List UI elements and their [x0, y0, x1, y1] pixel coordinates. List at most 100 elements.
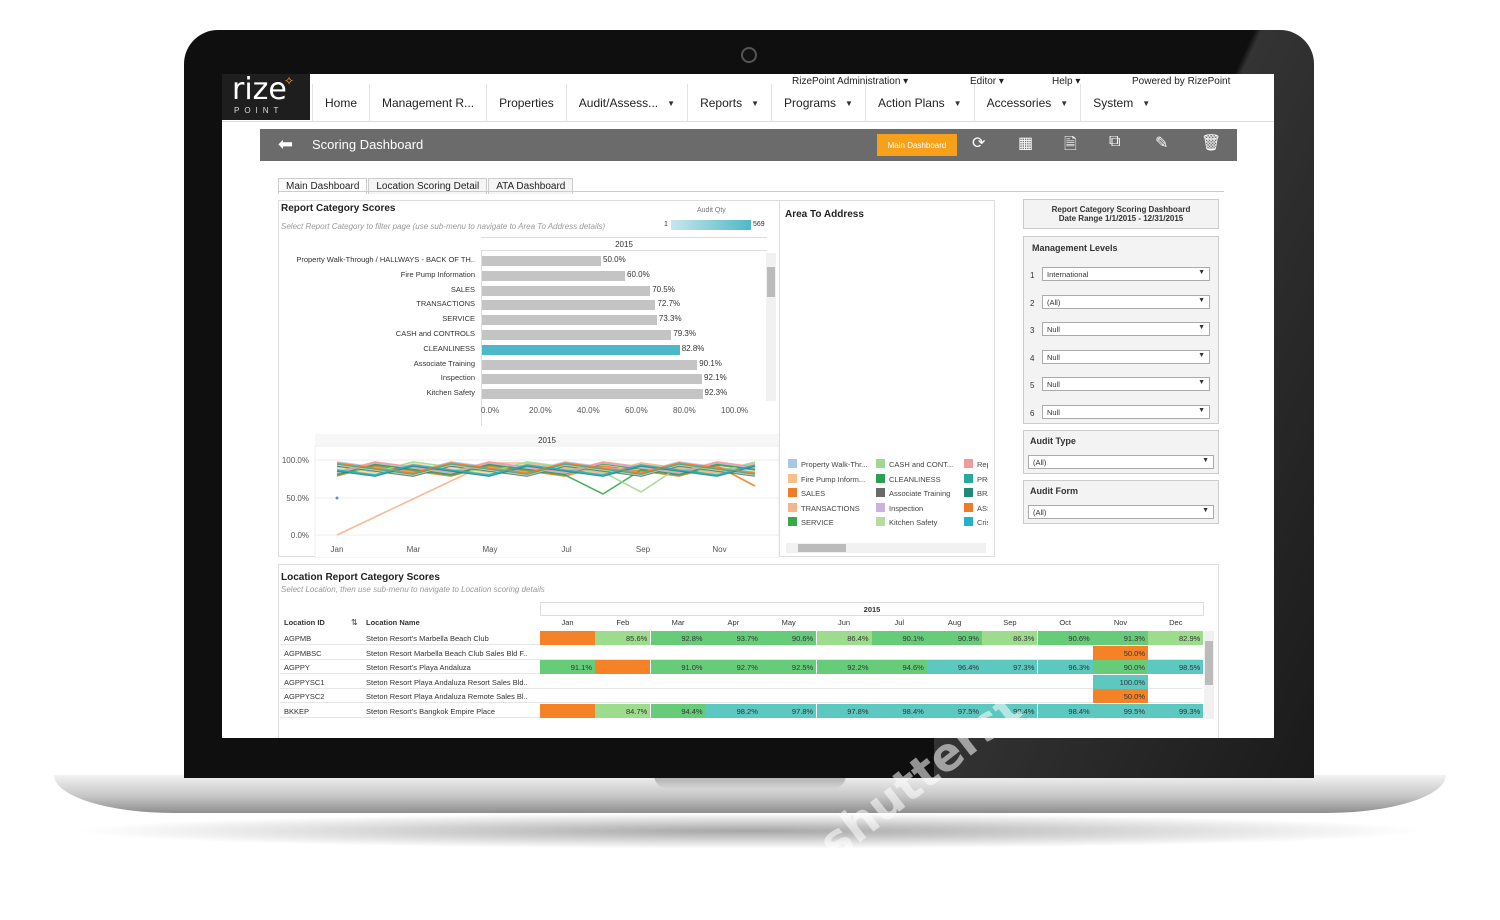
score-cell[interactable]	[540, 704, 595, 718]
col-location-id[interactable]: Location ID	[284, 618, 325, 627]
legend-item[interactable]: CASH and CONT...	[876, 459, 953, 469]
score-cell[interactable]	[817, 675, 872, 689]
score-cell[interactable]	[1148, 675, 1203, 689]
admin-menu[interactable]: RizePoint Administration ▾	[792, 76, 909, 87]
bar-scroll-thumb[interactable]	[767, 267, 775, 297]
table-row[interactable]: AGPPYSC1 Steton Resort Playa Andaluza Res…	[280, 674, 1203, 689]
score-cell[interactable]	[1038, 689, 1093, 703]
menu-item-management-r-[interactable]: Management R...	[369, 84, 486, 122]
legend-scroll-thumb[interactable]	[798, 544, 846, 552]
refresh-icon[interactable]: ⟳	[972, 135, 986, 152]
edit-icon[interactable]: ✎	[1155, 135, 1169, 152]
category-bar-row[interactable]: SERVICE 73.3%	[279, 314, 682, 326]
score-cell[interactable]	[540, 689, 595, 703]
table-row[interactable]: AGPMBSC Steton Resort Marbella Beach Club…	[280, 645, 1203, 660]
score-cell[interactable]: 91.1%	[540, 660, 595, 675]
score-cell[interactable]: 85.6%	[595, 631, 651, 645]
score-cell[interactable]: 92.2%	[816, 660, 872, 675]
legend-item[interactable]: Kitchen Safety	[876, 517, 937, 527]
menu-item-audit-assess-[interactable]: Audit/Assess... ▼	[565, 84, 687, 122]
col-location-name[interactable]: Location Name	[366, 618, 420, 627]
trash-icon[interactable]: 🗑	[1201, 135, 1222, 152]
score-cell[interactable]: 98.5%	[1148, 660, 1204, 675]
score-cell[interactable]: 94.4%	[650, 704, 706, 718]
score-cell[interactable]: 84.7%	[595, 704, 651, 718]
category-bar-row[interactable]: CLEANLINESS 82.8%	[279, 344, 704, 356]
table-scrollbar[interactable]	[1204, 631, 1214, 719]
table-row[interactable]: AGPPYSC2 Steton Resort Playa Andaluza Rem…	[280, 689, 1202, 704]
score-cell[interactable]	[595, 689, 650, 703]
category-bar-row[interactable]: Fire Pump Information 60.0%	[279, 270, 650, 282]
score-cell[interactable]	[817, 646, 872, 660]
legend-item[interactable]: Fire Pump Inform...	[788, 473, 865, 484]
score-cell[interactable]	[651, 675, 706, 689]
legend-item[interactable]: CLEANLINESS	[876, 473, 941, 484]
score-cell[interactable]: 97.5%	[927, 704, 983, 718]
score-cell[interactable]: 98.4%	[871, 704, 927, 718]
score-cell[interactable]	[872, 646, 927, 660]
category-bar[interactable]	[481, 359, 698, 370]
table-scroll-thumb[interactable]	[1205, 641, 1213, 685]
management-level-select[interactable]: (All) ▼	[1042, 294, 1210, 309]
score-cell[interactable]	[761, 646, 816, 660]
score-cell[interactable]: 82.9%	[1148, 631, 1204, 645]
legend-item[interactable]: Associate Training	[876, 488, 950, 498]
category-bar[interactable]	[481, 256, 601, 266]
score-cell[interactable]	[706, 646, 761, 660]
category-bar[interactable]	[481, 315, 657, 326]
score-cell[interactable]: 86.4%	[816, 631, 872, 645]
legend-item[interactable]: SALES	[788, 488, 825, 498]
score-cell[interactable]: 50.0%	[1093, 645, 1148, 660]
score-cell[interactable]: 92.5%	[761, 660, 817, 675]
score-cell[interactable]	[1038, 646, 1093, 660]
score-cell[interactable]	[1148, 646, 1203, 660]
trend-line-chart[interactable]: 100.0% 50.0% 0.0% Jan Mar May Jul Sep Nov	[279, 436, 779, 558]
score-cell[interactable]: 98.4%	[1037, 704, 1093, 718]
tab-ata-dashboard[interactable]: ATA Dashboard	[488, 178, 574, 194]
tab-location-scoring-detail[interactable]: Location Scoring Detail	[368, 178, 488, 194]
management-level-select[interactable]: Null ▼	[1042, 377, 1210, 391]
copy-icon[interactable]: ⧉	[1109, 133, 1121, 150]
calendar-icon[interactable]: ▦	[1018, 135, 1034, 152]
score-cell[interactable]	[872, 675, 927, 689]
score-cell[interactable]	[761, 689, 816, 703]
score-cell[interactable]	[651, 689, 706, 703]
score-cell[interactable]: 92.7%	[705, 660, 761, 675]
management-level-select[interactable]: Null ▼	[1042, 349, 1210, 364]
legend-item[interactable]: Crisi	[964, 517, 988, 527]
score-cell[interactable]: 99.3%	[1148, 704, 1204, 718]
score-cell[interactable]: 97.8%	[816, 704, 872, 718]
score-cell[interactable]: 99.5%	[1093, 704, 1148, 718]
table-row[interactable]: AGPMB Steton Resort's Marbella Beach Club…	[280, 631, 1204, 645]
score-cell[interactable]	[540, 646, 595, 660]
score-cell[interactable]: 100.0%	[1093, 674, 1148, 689]
score-cell[interactable]: 90.9%	[927, 631, 983, 645]
category-bar-row[interactable]: Property Walk-Through / HALLWAYS - BACK …	[279, 255, 626, 267]
trend-legend[interactable]: Property Walk-Thr... Fire Pump Inform... S…	[788, 459, 988, 531]
menu-item-action-plans[interactable]: Action Plans ▼	[864, 84, 974, 122]
score-cell[interactable]: 90.6%	[1037, 631, 1093, 645]
bar-scrollbar[interactable]	[766, 253, 776, 401]
category-bar-row[interactable]: SALES 70.5%	[279, 285, 675, 297]
score-cell[interactable]	[927, 646, 982, 660]
score-cell[interactable]: 97.3%	[982, 660, 1038, 675]
score-cell[interactable]	[817, 689, 872, 703]
score-cell[interactable]: 90.1%	[871, 631, 927, 645]
category-bar[interactable]	[481, 374, 703, 385]
score-cell[interactable]	[595, 646, 650, 660]
table-row[interactable]: AGPPY Steton Resort's Playa Andaluza 91.1%…	[280, 660, 1204, 675]
score-cell[interactable]: 90.6%	[761, 631, 817, 645]
score-cell[interactable]	[595, 675, 650, 689]
legend-item[interactable]: TRANSACTIONS	[788, 502, 860, 513]
menu-item-home[interactable]: Home	[312, 84, 369, 122]
category-bar[interactable]	[481, 330, 672, 340]
sort-icon[interactable]: ⇅	[351, 618, 358, 627]
management-level-select[interactable]: Null ▼	[1042, 322, 1210, 336]
menu-item-accessories[interactable]: Accessories ▼	[973, 84, 1081, 122]
table-row[interactable]: BKKEP Steton Resort's Bangkok Empire Plac…	[280, 704, 1204, 718]
back-arrow-icon[interactable]: ⬅	[278, 134, 294, 154]
score-cell[interactable]: 92.8%	[650, 631, 706, 645]
legend-item[interactable]: Repe	[964, 459, 988, 469]
menu-item-properties[interactable]: Properties	[486, 84, 566, 122]
score-cell[interactable]	[540, 675, 595, 689]
